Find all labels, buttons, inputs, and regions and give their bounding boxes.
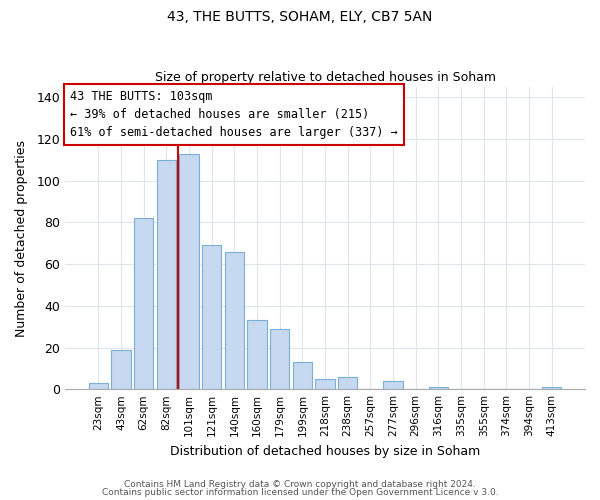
Bar <box>429 387 448 389</box>
Bar <box>225 252 244 389</box>
Bar <box>157 160 176 389</box>
Text: 43 THE BUTTS: 103sqm
← 39% of detached houses are smaller (215)
61% of semi-deta: 43 THE BUTTS: 103sqm ← 39% of detached h… <box>70 90 398 139</box>
Bar <box>542 387 562 389</box>
Bar <box>270 329 289 389</box>
Bar <box>338 376 358 389</box>
Bar <box>202 246 221 389</box>
Bar <box>134 218 154 389</box>
Bar <box>316 379 335 389</box>
X-axis label: Distribution of detached houses by size in Soham: Distribution of detached houses by size … <box>170 444 480 458</box>
Bar <box>89 383 108 389</box>
Title: Size of property relative to detached houses in Soham: Size of property relative to detached ho… <box>155 72 496 85</box>
Bar <box>179 154 199 389</box>
Y-axis label: Number of detached properties: Number of detached properties <box>15 140 28 336</box>
Bar <box>293 362 312 389</box>
Text: 43, THE BUTTS, SOHAM, ELY, CB7 5AN: 43, THE BUTTS, SOHAM, ELY, CB7 5AN <box>167 10 433 24</box>
Bar <box>112 350 131 389</box>
Bar <box>383 381 403 389</box>
Bar <box>247 320 266 389</box>
Text: Contains HM Land Registry data © Crown copyright and database right 2024.: Contains HM Land Registry data © Crown c… <box>124 480 476 489</box>
Text: Contains public sector information licensed under the Open Government Licence v : Contains public sector information licen… <box>101 488 499 497</box>
